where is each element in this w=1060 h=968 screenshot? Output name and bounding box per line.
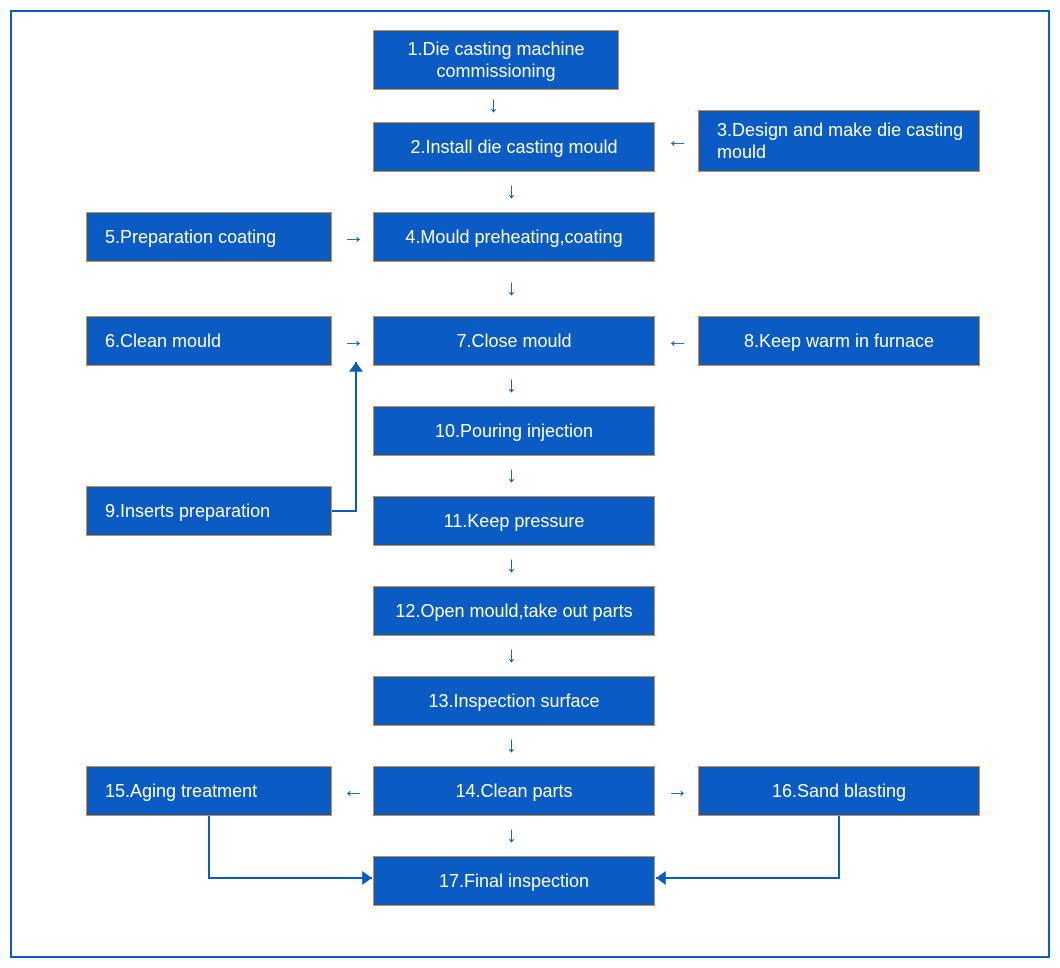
arrow-n6-n7: → (343, 329, 365, 351)
node-n13: 13.Inspection surface (373, 676, 655, 726)
node-n12: 12.Open mould,take out parts (373, 586, 655, 636)
node-n5: 5.Preparation coating (86, 212, 332, 262)
node-n1: 1.Die casting machine commissioning (373, 30, 619, 90)
arrow-n14-n16: → (667, 779, 689, 801)
node-n14: 14.Clean parts (373, 766, 655, 816)
node-label: 17.Final inspection (439, 870, 589, 893)
node-label: 12.Open mould,take out parts (395, 600, 632, 623)
node-label: 13.Inspection surface (428, 690, 599, 713)
node-label: 10.Pouring injection (435, 420, 593, 443)
node-label: 1.Die casting machine commissioning (384, 38, 608, 83)
node-label: 15.Aging treatment (105, 780, 257, 803)
arrow-n14-n15: ← (343, 779, 365, 801)
arrow-n11-n12: ↓ (506, 554, 517, 576)
node-label: 11.Keep pressure (444, 510, 585, 533)
node-n15: 15.Aging treatment (86, 766, 332, 816)
node-n16: 16.Sand blasting (698, 766, 980, 816)
node-label: 7.Close mould (456, 330, 571, 353)
node-n17: 17.Final inspection (373, 856, 655, 906)
node-n2: 2.Install die casting mould (373, 122, 655, 172)
node-n11: 11.Keep pressure (373, 496, 655, 546)
node-label: 16.Sand blasting (772, 780, 906, 803)
node-n9: 9.Inserts preparation (86, 486, 332, 536)
arrow-n3-n2: ← (667, 129, 689, 151)
arrow-n1-n2: ↓ (488, 94, 499, 116)
arrow-n7-n10: ↓ (506, 374, 517, 396)
arrow-n2-n4: ↓ (506, 180, 517, 202)
node-label: 6.Clean mould (105, 330, 221, 353)
node-n10: 10.Pouring injection (373, 406, 655, 456)
node-n7: 7.Close mould (373, 316, 655, 366)
arrow-n10-n11: ↓ (506, 464, 517, 486)
arrow-n13-n14: ↓ (506, 734, 517, 756)
arrow-n12-n13: ↓ (506, 644, 517, 666)
node-label: 9.Inserts preparation (105, 500, 270, 523)
node-n3: 3.Design and make die casting mould (698, 110, 980, 172)
node-n4: 4.Mould preheating,coating (373, 212, 655, 262)
arrow-n5-n4: → (343, 225, 365, 247)
node-label: 2.Install die casting mould (410, 136, 617, 159)
arrow-n14-n17: ↓ (506, 824, 517, 846)
node-label: 14.Clean parts (455, 780, 572, 803)
node-n6: 6.Clean mould (86, 316, 332, 366)
node-n8: 8.Keep warm in furnace (698, 316, 980, 366)
node-label: 8.Keep warm in furnace (744, 330, 934, 353)
node-label: 3.Design and make die casting mould (717, 119, 969, 164)
arrow-n4-n7: ↓ (506, 277, 517, 299)
arrow-n8-n7: ← (667, 329, 689, 351)
node-label: 5.Preparation coating (105, 226, 276, 249)
node-label: 4.Mould preheating,coating (405, 226, 622, 249)
